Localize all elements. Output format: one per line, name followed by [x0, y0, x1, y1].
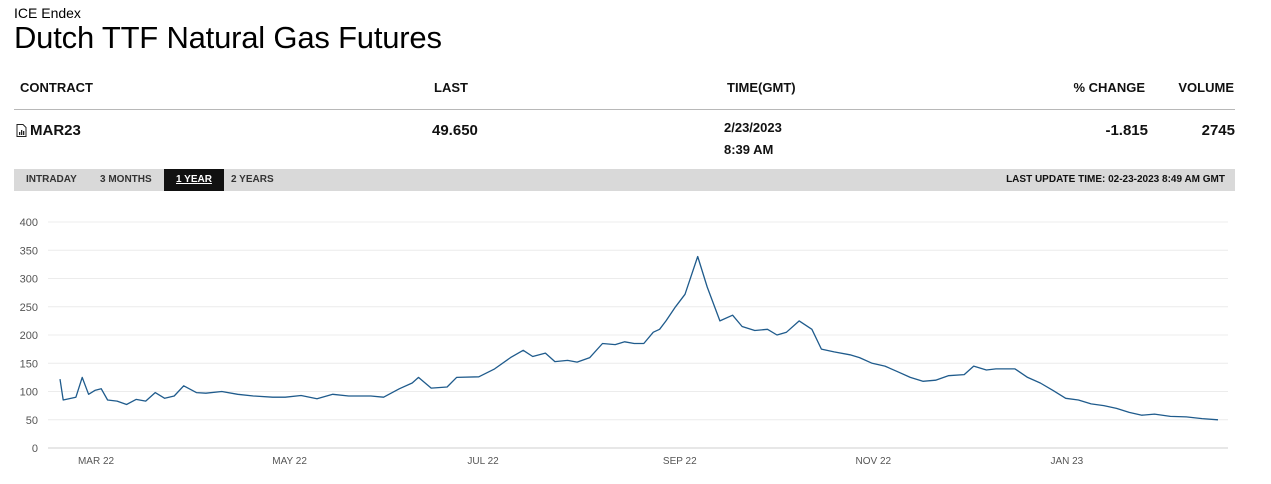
y-tick-label: 0 [32, 443, 38, 455]
last-price: 49.650 [432, 122, 478, 139]
price-chart-svg: 0 50 100 150 200 250 300 350 400 MAR 22 MAY 22 JUL … [20, 217, 1228, 467]
x-tick-label: MAR 22 [78, 456, 115, 467]
pct-change: -1.815 [1105, 122, 1148, 139]
col-header-last: LAST [434, 80, 468, 95]
tab-1-year[interactable]: 1 YEAR [164, 169, 224, 191]
quote-table-header: CONTRACT LAST TIME(GMT) % CHANGE VOLUME [14, 72, 1235, 110]
document-chart-icon [16, 124, 27, 137]
quote-table: CONTRACT LAST TIME(GMT) % CHANGE VOLUME … [14, 72, 1235, 168]
x-tick-label: SEP 22 [663, 456, 697, 467]
price-series-line [59, 255, 1219, 421]
trade-time: 8:39 AM [724, 142, 774, 157]
volume: 2745 [1201, 122, 1235, 139]
col-header-volume: VOLUME [1178, 80, 1234, 95]
y-tick-label: 150 [20, 358, 38, 370]
range-tab-bar: INTRADAY 3 MONTHS 1 YEAR 2 YEARS LAST UP… [14, 169, 1235, 191]
x-tick-label: JAN 23 [1050, 456, 1083, 467]
contract-cell[interactable]: MAR23 [16, 122, 81, 139]
contract-symbol: MAR23 [30, 122, 81, 139]
exchange-name: ICE Endex [14, 5, 81, 21]
y-tick-label: 250 [20, 302, 38, 314]
page-title: Dutch TTF Natural Gas Futures [14, 20, 442, 55]
y-tick-label: 50 [26, 415, 38, 427]
y-tick-label: 350 [20, 245, 38, 257]
col-header-contract: CONTRACT [20, 80, 93, 95]
quote-row: MAR23 49.650 2/23/2023 8:39 AM -1.815 27… [14, 110, 1235, 168]
x-tick-label: MAY 22 [272, 456, 307, 467]
tab-intraday[interactable]: INTRADAY [26, 174, 77, 185]
tab-3-months[interactable]: 3 MONTHS [100, 174, 152, 185]
col-header-time: TIME(GMT) [727, 80, 796, 95]
col-header-pct-change: % CHANGE [1073, 80, 1145, 95]
y-tick-label: 100 [20, 387, 38, 399]
last-update-time: LAST UPDATE TIME: 02-23-2023 8:49 AM GMT [1006, 174, 1225, 185]
x-tick-label: JUL 22 [467, 456, 499, 467]
y-tick-label: 300 [20, 274, 38, 286]
tab-2-years[interactable]: 2 YEARS [231, 174, 274, 185]
x-tick-label: NOV 22 [856, 456, 892, 467]
trade-date: 2/23/2023 [724, 120, 782, 135]
y-tick-label: 400 [20, 217, 38, 229]
y-tick-label: 200 [20, 330, 38, 342]
price-chart: 0 50 100 150 200 250 300 350 400 MAR 22 MAY 22 JUL … [0, 205, 1271, 475]
